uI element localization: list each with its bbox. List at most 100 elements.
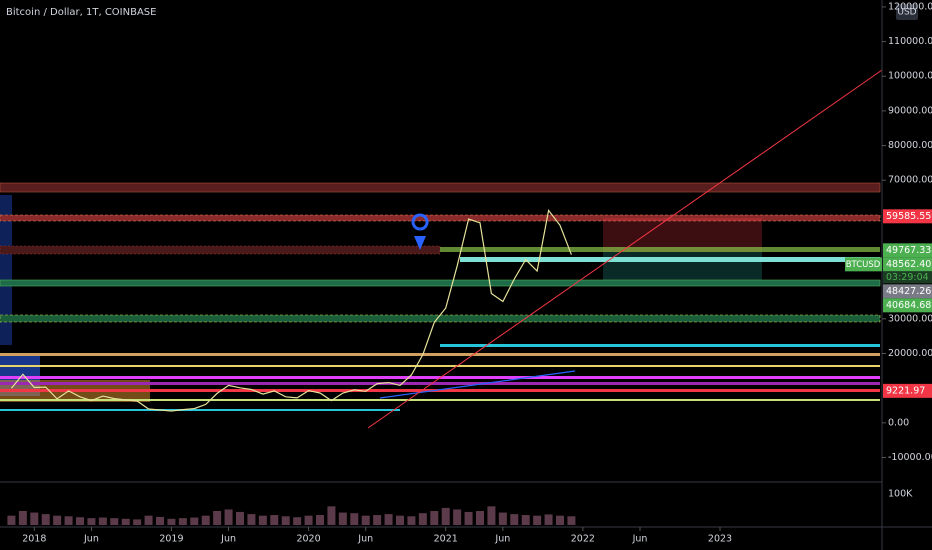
- volume-bar: [521, 515, 530, 525]
- volume-bar: [338, 512, 347, 525]
- zone: [0, 182, 881, 193]
- volume-bar: [167, 518, 176, 525]
- zone: [0, 279, 881, 287]
- x-tick-label: 2022: [571, 534, 595, 545]
- x-tick-label: 2021: [434, 534, 458, 545]
- volume-bar: [441, 507, 450, 525]
- x-tick-label: 2018: [22, 534, 46, 545]
- zone: [0, 245, 441, 255]
- volume-bar: [76, 517, 84, 525]
- volume-bar: [476, 511, 484, 525]
- y-tick-label: 70000.00: [888, 175, 932, 186]
- volume-bar: [18, 511, 27, 525]
- y-tick-label: 0.00: [888, 417, 909, 428]
- volume-bar: [133, 519, 142, 525]
- volume-bar: [430, 511, 439, 525]
- y-tick-label: 100000.00: [888, 71, 932, 82]
- x-tick-label: Jun: [632, 534, 648, 545]
- volume-bar: [407, 516, 416, 525]
- volume-bar: [533, 515, 542, 525]
- volume-bar: [498, 512, 507, 525]
- y-tick-label: -10000.00: [888, 452, 932, 463]
- volume-bar: [190, 517, 199, 525]
- y-tick-label: 90000.00: [888, 105, 932, 116]
- volume-bar: [327, 506, 336, 525]
- volume-bar: [7, 515, 16, 525]
- volume-bar: [281, 516, 290, 525]
- volume-bar: [304, 515, 313, 525]
- volume-bar: [384, 514, 393, 525]
- price-label-box: [883, 383, 932, 398]
- volume-bar: [453, 509, 462, 525]
- volume-bar: [544, 514, 553, 525]
- x-tick-label: Jun: [83, 534, 99, 545]
- long-zone: [603, 252, 762, 282]
- volume-bar: [464, 511, 473, 525]
- volume-bar: [87, 518, 96, 525]
- symbol-label: BTCUSD: [846, 260, 881, 270]
- y-tick-label: 20000.00: [888, 348, 932, 359]
- zone: [460, 257, 880, 262]
- price-label-box: [883, 209, 932, 224]
- volume-bar: [350, 513, 359, 525]
- price-label: 40684.68: [886, 300, 931, 311]
- volume-bar: [247, 514, 256, 525]
- volume-bar: [213, 511, 222, 525]
- price-label: 48562.40: [886, 259, 931, 270]
- price-label-box: [883, 298, 932, 313]
- volume-bar: [396, 515, 404, 525]
- volume-bar: [144, 515, 153, 525]
- currency-button[interactable]: [896, 4, 918, 20]
- volume-bar: [201, 515, 210, 525]
- price-label: 9221.97: [886, 385, 925, 396]
- volume-bar: [258, 515, 267, 525]
- currency-label[interactable]: USD: [897, 8, 916, 18]
- symbol-box: [845, 257, 882, 272]
- volume-bar: [53, 515, 62, 525]
- volume-bar: [121, 518, 130, 525]
- volume-bar: [567, 516, 576, 525]
- volume-bar: [361, 515, 370, 525]
- x-tick-label: 2019: [159, 534, 183, 545]
- volume-bar: [556, 515, 564, 525]
- price-label: 49767.33: [886, 245, 931, 256]
- price-label: 48427.26: [886, 286, 931, 297]
- volume-bar: [41, 514, 50, 525]
- volume-bar: [418, 513, 427, 525]
- volume-bar: [373, 515, 382, 525]
- volume-bar: [64, 516, 73, 525]
- volume-bar: [510, 514, 519, 525]
- price-label-box: [883, 257, 932, 272]
- location-pin: [411, 213, 429, 231]
- y-tick-label: 110000.00: [888, 36, 932, 47]
- zone: [440, 344, 880, 347]
- volume-bar: [224, 509, 233, 525]
- volume-profile: [0, 195, 12, 345]
- x-tick-label: Jun: [220, 534, 236, 545]
- price-label-box: [883, 284, 932, 299]
- price-line: [10, 208, 572, 412]
- zone: [0, 409, 400, 411]
- y-tick-label: 30000.00: [888, 313, 932, 324]
- moving-average: [379, 370, 576, 399]
- volume-bar: [178, 518, 187, 525]
- volume-bar: [316, 515, 324, 525]
- location-pin: [414, 236, 426, 250]
- volume-bar: [293, 517, 302, 525]
- volume-tick-label: 100K: [888, 488, 913, 499]
- volume-bar: [236, 511, 244, 525]
- price-label: 59585.55: [886, 211, 931, 222]
- short-zone: [603, 218, 762, 252]
- zone: [0, 353, 880, 356]
- zone: [0, 365, 880, 367]
- volume-bar: [30, 512, 39, 525]
- x-tick-label: Jun: [357, 534, 373, 545]
- volume-bar: [110, 518, 119, 525]
- x-tick-label: 2023: [708, 534, 732, 545]
- y-tick-label: 120000.00: [888, 1, 932, 12]
- zone: [0, 389, 880, 392]
- volume-bar: [98, 517, 107, 525]
- price-label-box: [883, 243, 932, 258]
- zone: [440, 247, 880, 252]
